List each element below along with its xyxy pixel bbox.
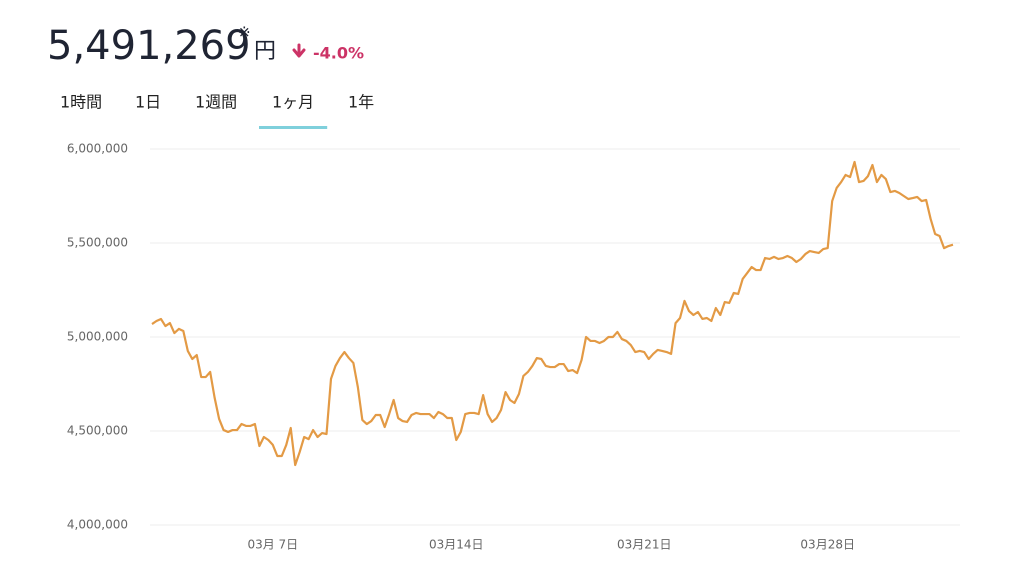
active-tab-underline bbox=[259, 126, 328, 129]
price: 5,491,269 bbox=[47, 23, 251, 69]
tab[interactable]: 1ヶ月 bbox=[272, 93, 314, 112]
price-note-mark: ※ bbox=[238, 24, 251, 42]
y-tick-label: 5,500,000 bbox=[67, 236, 128, 250]
price-unit: 円 bbox=[254, 39, 276, 64]
tab[interactable]: 1年 bbox=[348, 93, 374, 112]
x-tick-label: 03月 7日 bbox=[247, 538, 298, 552]
x-tick-label: 03月14日 bbox=[429, 538, 484, 552]
x-tick-label: 03月21日 bbox=[617, 538, 672, 552]
price-line bbox=[151, 160, 954, 467]
y-tick-label: 4,000,000 bbox=[67, 518, 128, 532]
y-tick-label: 4,500,000 bbox=[67, 424, 128, 438]
x-tick-label: 03月28日 bbox=[800, 538, 855, 552]
tab[interactable]: 1週間 bbox=[195, 93, 237, 112]
down-arrow-icon bbox=[292, 43, 306, 58]
tab[interactable]: 1時間 bbox=[60, 93, 102, 112]
y-tick-label: 5,000,000 bbox=[67, 330, 128, 344]
price-change: -4.0% bbox=[313, 44, 364, 63]
y-tick-label: 6,000,000 bbox=[67, 142, 128, 156]
tab[interactable]: 1日 bbox=[135, 93, 161, 112]
